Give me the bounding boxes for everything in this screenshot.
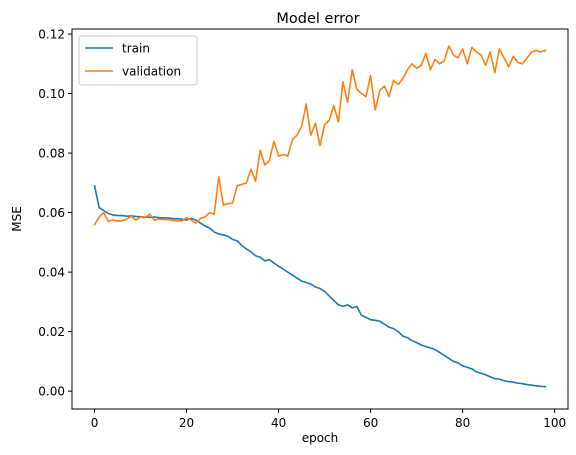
- series-layer: [93, 45, 547, 388]
- plot-area: [71, 28, 569, 410]
- x-axis-ticks: 0 20 40 60 80 100: [91, 409, 566, 430]
- x-tick-label: 60: [363, 416, 378, 430]
- x-axis-label: epoch: [302, 431, 339, 445]
- y-tick-label: 0.02: [38, 325, 65, 339]
- axes-background: [72, 29, 568, 409]
- series-line-validation: [93, 45, 547, 226]
- x-tick-label: 40: [271, 416, 286, 430]
- x-tick-label: 20: [179, 416, 194, 430]
- y-tick-label: 0.08: [38, 146, 65, 160]
- y-tick-label: 0.04: [38, 265, 65, 279]
- legend: train validation: [78, 35, 198, 86]
- legend-label-train: train: [122, 42, 150, 56]
- y-tick-label: 0.10: [38, 87, 65, 101]
- x-tick-label: 80: [455, 416, 470, 430]
- y-axis-label: MSE: [10, 206, 24, 232]
- y-tick-label: 0.06: [38, 206, 65, 220]
- y-tick-label: 0.12: [38, 27, 65, 41]
- series-line-train: [93, 184, 547, 388]
- axes-frame: [71, 28, 569, 410]
- legend-label-validation: validation: [122, 65, 181, 79]
- x-tick-label: 100: [543, 416, 566, 430]
- y-axis-ticks: 0.00 0.02 0.04 0.06 0.08 0.10 0.12: [38, 27, 72, 398]
- x-tick-label: 0: [91, 416, 99, 430]
- chart-title: Model error: [276, 11, 359, 27]
- y-tick-label: 0.00: [38, 384, 65, 398]
